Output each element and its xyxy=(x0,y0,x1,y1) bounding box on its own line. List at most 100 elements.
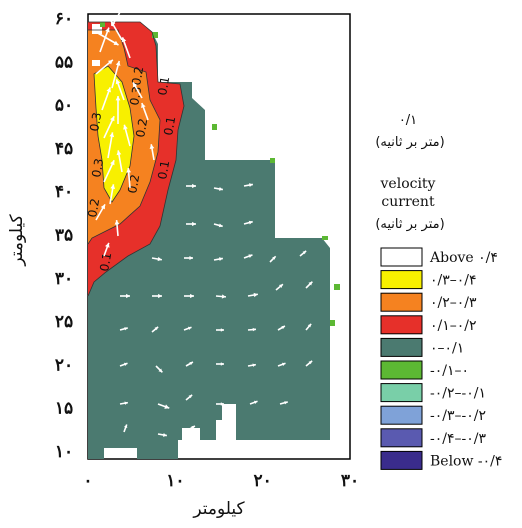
reference-unit: (متر بر ثانیه) xyxy=(375,135,444,150)
vector-arrow xyxy=(123,424,128,433)
legend-label: Below -۰/۴ xyxy=(430,453,502,469)
y-tick-label: ۳۰ xyxy=(55,269,73,289)
legend-label: -۰/۲–-۰/۱ xyxy=(430,386,486,402)
vector-arrow xyxy=(305,360,313,367)
vector-arrow xyxy=(183,326,192,331)
x-tick-label: ۳۰ xyxy=(341,471,359,491)
legend-title-line1: velocity xyxy=(380,176,436,192)
vector-arrow xyxy=(213,257,224,261)
legend: velocity current (متر بر ثانیه) Above ۰/… xyxy=(375,176,502,470)
contour-label: 0.2 xyxy=(129,65,146,86)
vector-arrow xyxy=(243,254,253,259)
y-axis-label: کیلومتر xyxy=(7,213,27,266)
x-tick-label: ۲۰ xyxy=(254,471,272,491)
vector-arrow xyxy=(185,394,193,401)
y-tick-label: ۵۰ xyxy=(55,96,73,116)
vector-arrow xyxy=(277,325,286,331)
vector-arrow xyxy=(126,168,132,189)
vector-arrow xyxy=(151,326,159,333)
legend-swatch xyxy=(380,405,423,425)
vector-arrow xyxy=(123,124,131,147)
legend-title-line2: current xyxy=(381,194,435,210)
legend-swatch xyxy=(380,270,423,290)
y-tick-label: ۳۵ xyxy=(55,226,73,246)
vector-arrow xyxy=(187,425,196,431)
vector-arrow xyxy=(114,219,120,237)
vector-arrow xyxy=(157,433,168,437)
y-tick-label: ۴۵ xyxy=(55,139,73,159)
vector-arrow xyxy=(107,132,115,159)
vector-arrow xyxy=(216,328,224,332)
legend-label: ۰/۱–۰/۲ xyxy=(430,318,477,334)
y-tick-label: ۱۵ xyxy=(55,399,73,419)
vector-arrow xyxy=(157,403,170,409)
vector-arrow xyxy=(95,31,119,46)
vector-arrow xyxy=(213,223,223,228)
vector-arrow xyxy=(269,255,277,263)
legend-label: ۰–۰/۱ xyxy=(430,340,464,356)
contour-label: 0.3 xyxy=(87,111,104,132)
reference-value: ۰/۱ xyxy=(399,113,417,128)
legend-swatch xyxy=(380,247,423,267)
vector-arrow xyxy=(103,115,115,139)
legend-entry: ۰/۱–۰/۲ xyxy=(380,315,477,335)
contour-label: 0.1 xyxy=(161,115,178,136)
vector-arrow xyxy=(95,204,106,221)
vector-arrow xyxy=(275,283,284,291)
legend-swatch xyxy=(380,428,423,448)
legend-entry: -۰/۴–-۰/۳ xyxy=(380,428,486,448)
legend-entry: Below -۰/۴ xyxy=(380,450,502,470)
vector-arrow xyxy=(103,242,110,257)
vector-arrow xyxy=(247,327,257,332)
y-tick-label: ۲۵ xyxy=(55,312,73,332)
contour-label: 0.2 xyxy=(133,117,150,138)
vector-arrow xyxy=(149,144,155,161)
legend-swatch xyxy=(380,383,423,403)
vector-arrow xyxy=(132,82,143,99)
vector-arrows xyxy=(95,4,422,437)
vector-arrow xyxy=(152,293,162,299)
vector-arrow xyxy=(184,293,194,299)
vector-arrow xyxy=(247,292,258,298)
vector-arrow xyxy=(115,96,121,124)
vector-arrow xyxy=(119,362,128,367)
legend-entry: -۰/۳–-۰/۲ xyxy=(380,405,486,425)
vector-arrow xyxy=(109,184,116,205)
vector-arrow xyxy=(116,150,123,173)
y-tick-label: ۵۵ xyxy=(55,52,73,72)
vector-arrow xyxy=(243,220,253,225)
legend-entry: ۰/۳–۰/۴ xyxy=(380,270,477,290)
vector-arrow xyxy=(213,187,224,191)
vector-arrow xyxy=(184,256,193,260)
patch-white-1 xyxy=(92,24,102,34)
legend-entry: ۰–۰/۱ xyxy=(380,337,464,357)
vector-arrow xyxy=(103,159,115,183)
vector-arrow xyxy=(111,4,125,27)
vector-arrow xyxy=(119,401,129,405)
vector-arrow xyxy=(247,363,257,367)
vector-arrow xyxy=(305,323,312,331)
legend-entry: -۰/۲–-۰/۱ xyxy=(380,383,486,403)
vector-arrow xyxy=(388,109,422,115)
legend-swatch xyxy=(380,337,423,357)
x-tick-label: ۱۰ xyxy=(166,471,184,491)
vector-arrow xyxy=(95,59,114,75)
legend-entry: Above ۰/۴ xyxy=(380,247,498,267)
x-axis-label: کیلومتر xyxy=(192,499,245,519)
vector-arrow xyxy=(299,250,307,257)
vector-arrow xyxy=(216,362,224,366)
vector-arrow xyxy=(119,327,128,331)
contour-label: 0.3 xyxy=(89,157,106,178)
y-tick-label: ۶۰ xyxy=(55,9,73,29)
vector-arrow xyxy=(186,183,196,189)
legend-swatch xyxy=(380,292,423,312)
x-axis-ticks: ۰ ۱۰ ۲۰ ۳۰ xyxy=(83,471,359,491)
y-axis-ticks: ۱۰ ۱۵ ۲۰ ۲۵ ۳۰ ۳۵ ۴۰ ۴۵ ۵۰ ۵۵ ۶۰ xyxy=(55,9,73,462)
legend-label: Above ۰/۴ xyxy=(429,250,498,266)
legend-label: -۰/۴–-۰/۳ xyxy=(430,431,486,447)
vector-arrow xyxy=(115,79,125,101)
contour-lines xyxy=(87,21,185,297)
legend-label: ۰/۳–۰/۴ xyxy=(430,273,477,289)
legend-label: ۰/۲–۰/۳ xyxy=(430,295,477,311)
vector-arrow xyxy=(185,361,194,367)
